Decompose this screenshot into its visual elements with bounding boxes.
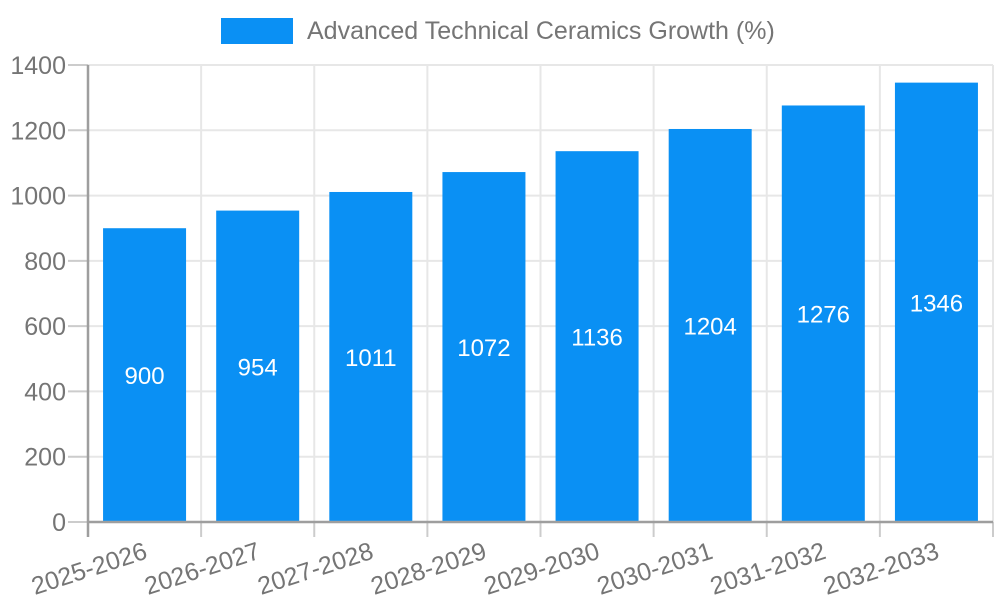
- y-tick-label: 1200: [10, 117, 66, 145]
- bar[interactable]: [781, 105, 865, 522]
- bar-value-label: 1276: [797, 302, 850, 329]
- bar-value-label: 1072: [457, 335, 510, 362]
- bar[interactable]: [555, 151, 639, 523]
- bar-value-label: 900: [125, 363, 165, 390]
- x-tick-label: 2025-2026: [28, 537, 150, 600]
- bar[interactable]: [442, 172, 526, 522]
- x-tick-label: 2027-2028: [254, 537, 376, 600]
- bar[interactable]: [103, 228, 187, 522]
- bar[interactable]: [329, 191, 413, 522]
- bar-value-label: 1136: [571, 325, 623, 352]
- bar-value-label: 954: [238, 354, 278, 381]
- bar-value-label: 1204: [683, 313, 736, 340]
- y-tick-label: 200: [24, 444, 66, 472]
- x-tick-label: 2029-2030: [481, 537, 603, 600]
- x-tick-label: 2032-2033: [820, 537, 942, 600]
- bar[interactable]: [216, 210, 300, 522]
- y-tick-label: 0: [52, 509, 66, 537]
- x-tick-label: 2028-2029: [367, 537, 489, 600]
- x-tick-label: 2031-2032: [707, 537, 829, 600]
- y-tick-label: 400: [24, 378, 66, 406]
- bar-value-label: 1011: [345, 345, 397, 372]
- legend-swatch: [221, 18, 293, 44]
- y-tick-label: 600: [24, 313, 66, 341]
- y-tick-label: 800: [24, 248, 66, 276]
- bar[interactable]: [668, 128, 752, 523]
- bar[interactable]: [894, 82, 978, 523]
- y-tick-label: 1000: [10, 183, 66, 211]
- bar-value-label: 1346: [910, 290, 963, 317]
- x-tick-label: 2026-2027: [141, 537, 263, 600]
- y-tick-label: 1400: [10, 52, 66, 80]
- legend-item[interactable]: Advanced Technical Ceramics Growth (%): [221, 17, 775, 45]
- legend-label: Advanced Technical Ceramics Growth (%): [307, 17, 775, 45]
- x-tick-label: 2030-2031: [594, 537, 716, 600]
